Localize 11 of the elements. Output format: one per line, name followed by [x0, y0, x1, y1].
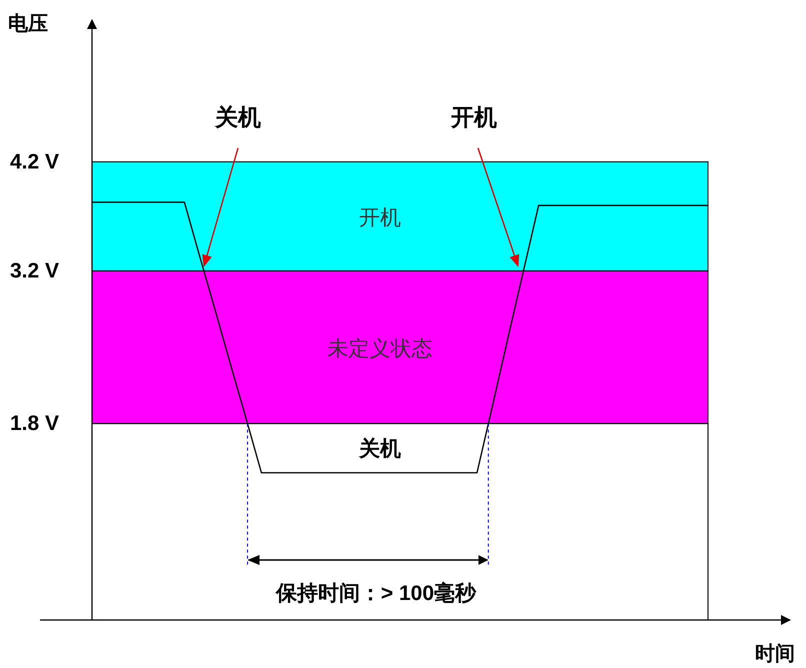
- band-label: 未定义状态: [328, 337, 432, 360]
- annotation: 保持时间：> 100毫秒: [274, 581, 478, 605]
- annotation: 关机: [214, 104, 261, 130]
- x-axis-title: 时间: [755, 643, 795, 665]
- y-tick-label: 4.2 V: [10, 150, 60, 174]
- annotation: 开机: [450, 104, 497, 130]
- y-axis-title: 电压: [8, 13, 48, 35]
- band-label: 关机: [358, 436, 401, 461]
- y-tick-label: 3.2 V: [10, 259, 60, 282]
- y-tick-label: 1.8 V: [10, 412, 60, 436]
- band-label: 开机: [359, 206, 401, 230]
